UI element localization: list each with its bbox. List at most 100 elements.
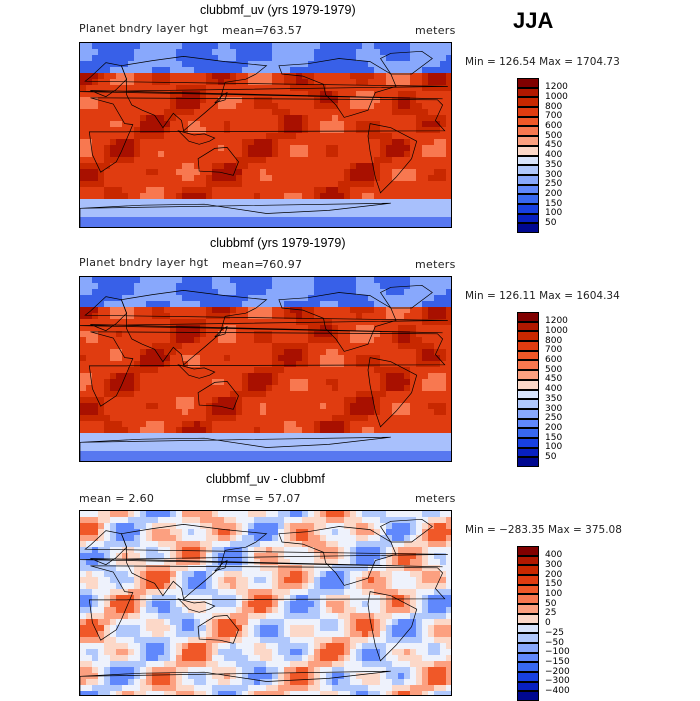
field-cell [326,385,332,391]
field-cell [146,205,152,211]
field-cell [428,595,434,601]
field-cell [344,523,350,529]
field-cell [104,193,110,199]
field-cell [254,187,260,193]
field-cell [422,163,428,169]
field-cell [296,457,302,462]
field-cell [326,397,332,403]
field-cell [314,145,320,151]
field-cell [296,391,302,397]
field-cell [440,61,446,67]
field-cell [236,217,242,223]
field-cell [80,109,86,115]
field-cell [344,73,350,79]
field-cell [110,577,116,583]
field-cell [194,361,200,367]
field-cell [374,391,380,397]
field-cell [128,343,134,349]
field-cell [410,583,416,589]
field-cell [344,67,350,73]
field-cell [170,529,176,535]
field-cell [344,211,350,217]
field-cell [122,529,128,535]
field-cell [122,55,128,61]
field-cell [308,205,314,211]
field-cell [254,541,260,547]
field-cell [200,355,206,361]
field-cell [272,295,278,301]
field-cell [446,115,452,121]
field-cell [446,349,452,355]
field-cell [272,277,278,283]
field-cell [134,49,140,55]
field-cell [242,115,248,121]
field-cell [116,529,122,535]
field-cell [230,199,236,205]
field-cell [434,559,440,565]
field-cell [398,409,404,415]
field-cell [308,439,314,445]
panel-1-variable-label: Planet bndry layer hgt [79,22,208,35]
field-cell [140,445,146,451]
field-cell [362,517,368,523]
field-cell [350,223,356,228]
field-cell [428,163,434,169]
field-cell [428,391,434,397]
field-cell [338,571,344,577]
field-cell [110,541,116,547]
field-cell [332,181,338,187]
field-cell [350,157,356,163]
field-cell [308,421,314,427]
field-cell [374,49,380,55]
field-cell [242,571,248,577]
field-cell [296,553,302,559]
field-cell [80,43,86,49]
field-cell [170,313,176,319]
field-cell [368,379,374,385]
field-cell [344,163,350,169]
field-cell [80,61,86,67]
field-cell [146,391,152,397]
field-cell [170,139,176,145]
field-cell [128,289,134,295]
field-cell [350,445,356,451]
field-cell [284,331,290,337]
field-cell [374,379,380,385]
field-cell [80,85,86,91]
field-cell [170,541,176,547]
field-cell [446,61,452,67]
field-cell [410,589,416,595]
field-cell [236,433,242,439]
field-cell [242,73,248,79]
field-cell [428,103,434,109]
field-cell [254,61,260,67]
field-cell [176,79,182,85]
field-cell [200,49,206,55]
field-cell [224,157,230,163]
field-cell [98,535,104,541]
field-cell [254,73,260,79]
field-cell [236,223,242,228]
field-cell [254,79,260,85]
field-cell [314,121,320,127]
field-cell [284,277,290,283]
field-cell [218,151,224,157]
field-cell [422,169,428,175]
field-cell [230,583,236,589]
field-cell [92,457,98,462]
field-cell [374,307,380,313]
field-cell [446,181,452,187]
field-cell [134,193,140,199]
field-cell [290,511,296,517]
field-cell [338,127,344,133]
field-cell [284,397,290,403]
colorbar-tick-label: 800 [545,337,562,346]
field-cell [188,145,194,151]
field-cell [284,415,290,421]
field-cell [182,337,188,343]
field-cell [356,97,362,103]
field-cell [302,139,308,145]
field-cell [242,109,248,115]
field-cell [194,73,200,79]
field-cell [80,541,86,547]
